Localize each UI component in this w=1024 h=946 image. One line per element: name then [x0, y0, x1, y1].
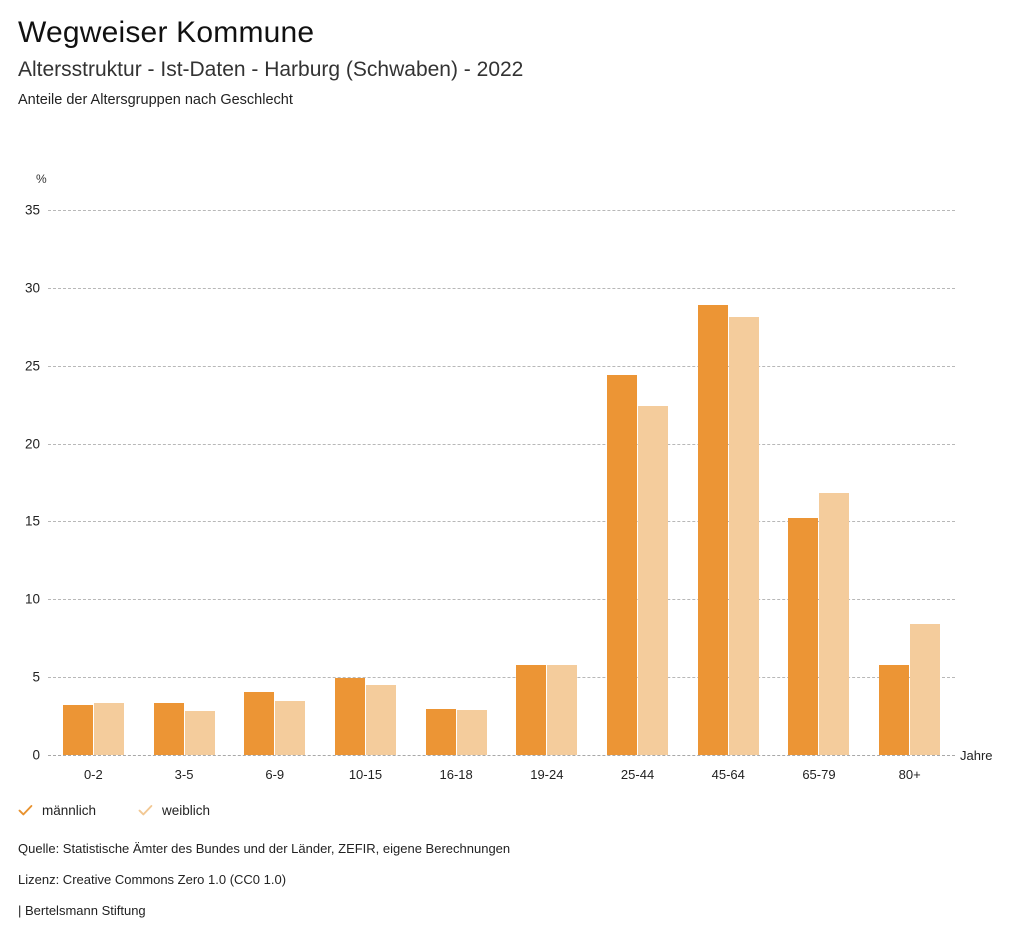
bar-männlich-25-44[interactable] — [607, 375, 638, 755]
bar-männlich-65-79[interactable] — [788, 518, 819, 755]
bar-group — [788, 210, 850, 755]
bar-männlich-19-24[interactable] — [516, 664, 547, 755]
bar-group — [62, 210, 124, 755]
y-axis-tick: 20 — [24, 436, 40, 452]
gridline — [48, 755, 955, 756]
legend-item-weiblich[interactable]: weiblich — [138, 803, 210, 818]
license-text: Lizenz: Creative Commons Zero 1.0 (CC0 1… — [18, 872, 287, 887]
source-text: Quelle: Statistische Ämter des Bundes un… — [18, 841, 511, 856]
gridline — [48, 365, 955, 367]
bar-groups — [48, 210, 955, 755]
bar-männlich-45-64[interactable] — [697, 305, 728, 755]
x-axis-tick: 25-44 — [620, 767, 655, 782]
x-axis-tick: 19-24 — [530, 767, 564, 782]
bar-group — [607, 210, 669, 755]
y-axis-unit-label: % — [36, 172, 47, 186]
bar-männlich-80+[interactable] — [879, 664, 910, 755]
x-axis-tick: 0-2 — [83, 767, 103, 782]
bar-männlich-10-15[interactable] — [334, 677, 365, 755]
bar-weiblich-6-9[interactable] — [275, 701, 306, 755]
x-axis-tick-labels: 0-2 3-5 6-9 10-15 16-18 19-24 25-44 45-64 65-79 8… — [48, 767, 955, 791]
bar-männlich-16-18[interactable] — [425, 709, 456, 755]
y-axis-tick: 30 — [24, 280, 40, 296]
bar-weiblich-19-24[interactable] — [547, 664, 578, 755]
x-axis-tick: 6-9 — [265, 767, 285, 782]
chart-subtitle: Altersstruktur - Ist-Daten - Harburg (Sc… — [18, 58, 524, 81]
chart-header: Wegweiser Kommune Altersstruktur - Ist-D… — [18, 16, 1008, 109]
y-axis-tick: 15 — [24, 513, 40, 529]
legend-label: weiblich — [162, 803, 211, 818]
gridline — [48, 521, 955, 523]
bar-weiblich-0-2[interactable] — [93, 702, 124, 755]
bar-group — [879, 210, 941, 755]
bar-weiblich-80+[interactable] — [910, 624, 941, 755]
bar-weiblich-45-64[interactable] — [728, 317, 759, 755]
gridline — [48, 287, 955, 289]
chart-caption: Anteile der Altersgruppen nach Geschlech… — [18, 92, 293, 109]
bar-group — [516, 210, 578, 755]
bar-weiblich-10-15[interactable] — [365, 684, 396, 755]
x-axis-tick: 80+ — [898, 767, 921, 782]
bar-group — [425, 210, 487, 755]
chart-legend: männlich weiblich — [18, 803, 252, 818]
gridline — [48, 210, 955, 211]
gridline — [48, 599, 955, 601]
bar-weiblich-16-18[interactable] — [456, 709, 487, 755]
y-axis-tick: 35 — [24, 202, 40, 218]
y-axis-tick: 25 — [24, 358, 40, 374]
x-axis-tick: 45-64 — [711, 767, 745, 782]
x-axis-tick: 10-15 — [348, 767, 383, 782]
x-axis-tick: 16-18 — [439, 767, 473, 782]
publisher-text: | Bertelsmann Stiftung — [18, 903, 146, 918]
gridline — [48, 443, 955, 445]
legend-label: männlich — [42, 803, 97, 818]
bar-männlich-6-9[interactable] — [244, 691, 275, 755]
bar-chart: % 0 5 10 15 20 25 30 35 0-2 3-5 6-9 10-15 16-18 19-2… — [0, 160, 1024, 800]
bar-männlich-0-2[interactable] — [62, 705, 93, 755]
plot-area — [48, 210, 955, 756]
y-axis-tick: 0 — [32, 747, 40, 763]
bar-group — [334, 210, 396, 755]
bar-group — [697, 210, 759, 755]
bar-group — [153, 210, 215, 755]
bar-weiblich-65-79[interactable] — [819, 493, 850, 755]
y-axis-tick: 5 — [32, 669, 40, 685]
bar-weiblich-25-44[interactable] — [638, 406, 669, 755]
bar-weiblich-3-5[interactable] — [184, 711, 215, 755]
x-axis-tick: 3-5 — [174, 767, 194, 782]
page-title: Wegweiser Kommune — [18, 16, 315, 49]
x-axis-unit-label: Jahre — [960, 748, 993, 763]
legend-item-männlich[interactable]: männlich — [18, 803, 96, 818]
bar-group — [244, 210, 306, 755]
y-axis-tick: 10 — [24, 591, 40, 607]
check-icon — [18, 803, 33, 818]
gridline — [48, 677, 955, 679]
check-icon — [138, 803, 153, 818]
bar-männlich-3-5[interactable] — [153, 702, 184, 755]
chart-footer: Quelle: Statistische Ämter des Bundes un… — [18, 842, 998, 917]
y-axis-tick-labels: 0 5 10 15 20 25 30 35 — [0, 203, 40, 763]
x-axis-tick: 65-79 — [802, 767, 836, 782]
